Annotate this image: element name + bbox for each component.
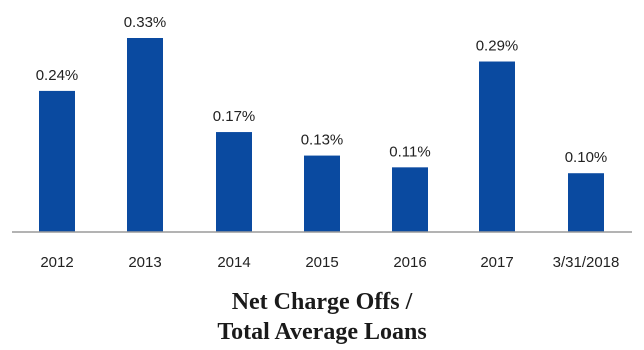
data-label-2015: 0.13%	[301, 132, 344, 149]
data-label-2014: 0.17%	[213, 108, 256, 125]
bar-2013	[127, 38, 163, 232]
x-tick-label-3-31-2018: 3/31/2018	[553, 254, 620, 271]
x-tick-label-2013: 2013	[128, 254, 161, 271]
x-tick-labels-group: 2012 2013 2014 2015 2016 2017 3/31/2018	[40, 254, 619, 271]
bars-group	[39, 38, 604, 232]
data-label-3-31-2018: 0.10%	[565, 149, 608, 166]
bar-3-31-2018	[568, 173, 604, 232]
chart-title-line-2: Total Average Loans	[217, 319, 426, 345]
bar-2012	[39, 90, 75, 232]
x-tick-label-2014: 2014	[217, 254, 250, 271]
x-tick-label-2015: 2015	[305, 254, 338, 271]
x-tick-label-2012: 2012	[40, 254, 73, 271]
x-tick-label-2016: 2016	[393, 254, 426, 271]
bar-2017	[479, 61, 515, 232]
data-labels-group: 0.24% 0.33% 0.17% 0.13% 0.11% 0.29% 0.10%	[36, 14, 608, 166]
data-label-2012: 0.24%	[36, 67, 79, 84]
bar-2016	[392, 167, 428, 232]
data-label-2016: 0.11%	[389, 143, 430, 160]
data-label-2013: 0.33%	[124, 14, 167, 31]
bar-2015	[304, 155, 340, 232]
data-label-2017: 0.29%	[476, 38, 519, 55]
x-tick-label-2017: 2017	[480, 254, 513, 271]
bar-2014	[216, 132, 252, 232]
chart-title-line-1: Net Charge Offs /	[232, 289, 413, 315]
